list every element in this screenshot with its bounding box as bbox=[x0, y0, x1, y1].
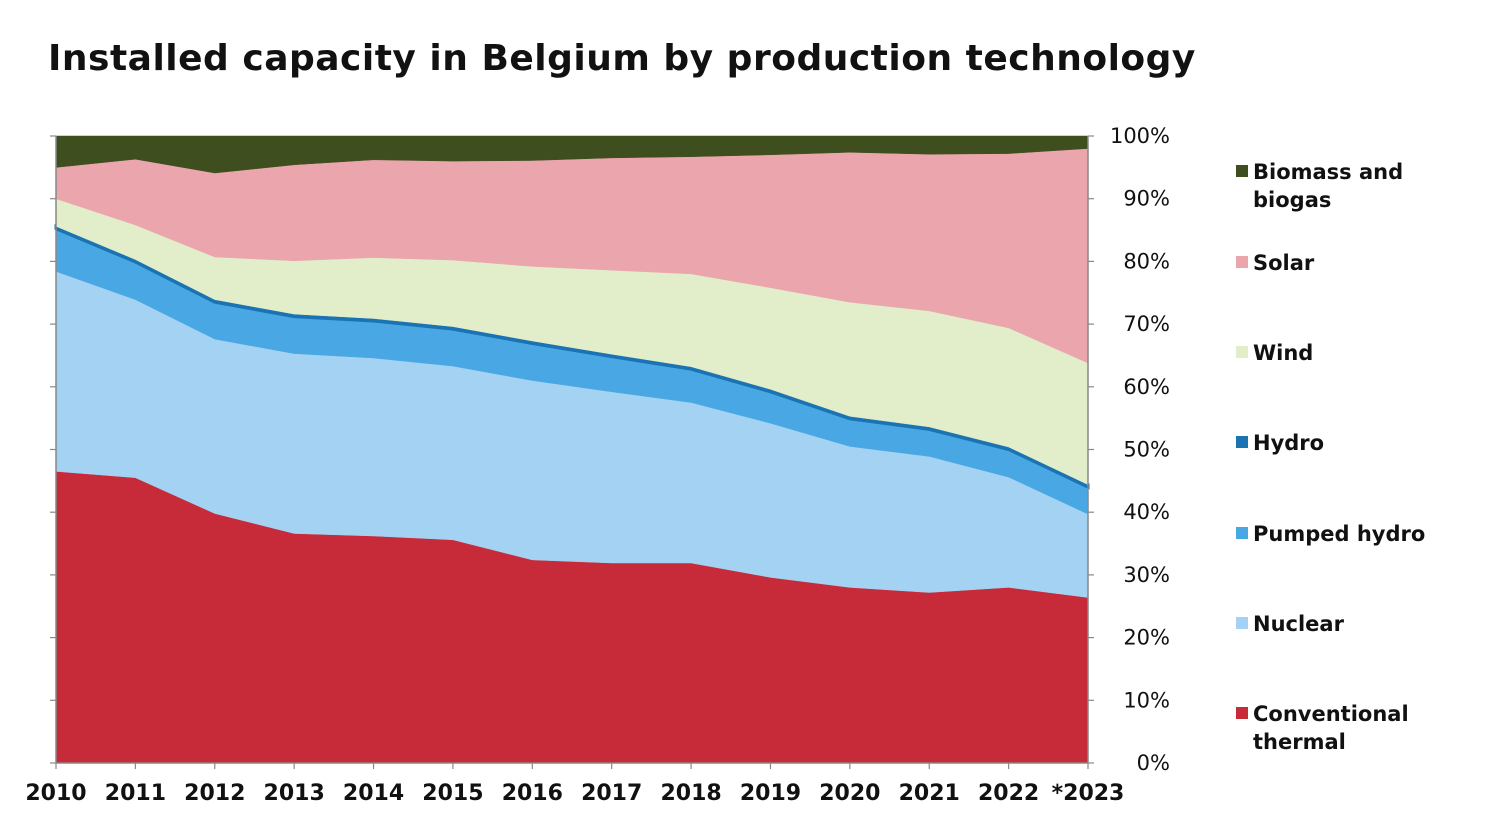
x-tick-label: 2017 bbox=[581, 781, 642, 806]
x-tick-label: 2014 bbox=[343, 781, 404, 806]
x-tick-label: 2015 bbox=[422, 781, 483, 806]
y-tick-label: 80% bbox=[1123, 249, 1170, 273]
y-tick-label: 40% bbox=[1123, 500, 1170, 524]
legend-item: Wind bbox=[1236, 339, 1486, 367]
legend-swatch bbox=[1236, 707, 1248, 719]
legend-item: Nuclear bbox=[1236, 610, 1486, 638]
legend-label: Biomass and biogas bbox=[1253, 160, 1404, 212]
legend-swatch bbox=[1236, 346, 1248, 358]
legend-label: Pumped hydro bbox=[1253, 522, 1426, 546]
legend-swatch bbox=[1236, 256, 1248, 268]
legend-swatch bbox=[1236, 165, 1248, 177]
x-tick-label: 2021 bbox=[899, 781, 960, 806]
y-tick-label: 100% bbox=[1110, 124, 1170, 148]
legend-item: Biomass and biogas bbox=[1236, 158, 1486, 214]
legend-item: Solar bbox=[1236, 249, 1486, 277]
y-tick-label: 50% bbox=[1123, 438, 1170, 462]
y-tick-label: 30% bbox=[1123, 563, 1170, 587]
legend-swatch bbox=[1236, 527, 1248, 539]
y-tick-label: 10% bbox=[1123, 688, 1170, 712]
x-axis-ticks: 2010 2011 2012 2013 2014 2015 2016 2017 2018 2019… bbox=[25, 763, 1124, 806]
x-tick-label: 2020 bbox=[819, 781, 880, 806]
legend-label: Hydro bbox=[1253, 431, 1325, 455]
x-tick-label: 2013 bbox=[264, 781, 325, 806]
legend-label: Conventional thermal bbox=[1253, 702, 1409, 754]
x-tick-label: 2022 bbox=[978, 781, 1039, 806]
area-layer bbox=[54, 135, 1090, 764]
legend-item: Hydro bbox=[1236, 429, 1486, 457]
y-tick-label: 20% bbox=[1123, 626, 1170, 650]
y-tick-label: 90% bbox=[1123, 187, 1170, 211]
legend-label: Solar bbox=[1253, 251, 1315, 275]
x-tick-label: 2011 bbox=[105, 781, 166, 806]
legend-label: Wind bbox=[1253, 341, 1314, 365]
y-axis-ticks: 0% 10% 20% 30% 40% 50% 60% 70% 80% 90% 100% bbox=[50, 124, 1170, 775]
x-tick-label: *2023 bbox=[1052, 781, 1125, 806]
y-tick-label: 0% bbox=[1137, 751, 1170, 775]
legend-label: Nuclear bbox=[1253, 612, 1344, 636]
legend-item: Conventional thermal bbox=[1236, 700, 1486, 756]
x-tick-label: 2019 bbox=[740, 781, 801, 806]
x-tick-label: 2010 bbox=[25, 781, 86, 806]
x-tick-label: 2018 bbox=[660, 781, 721, 806]
x-tick-label: 2016 bbox=[502, 781, 563, 806]
legend-swatch bbox=[1236, 617, 1248, 629]
x-tick-label: 2012 bbox=[184, 781, 245, 806]
chart-title: Installed capacity in Belgium by product… bbox=[48, 38, 1196, 79]
legend-swatch bbox=[1236, 436, 1248, 448]
legend-item: Pumped hydro bbox=[1236, 520, 1486, 548]
y-tick-label: 70% bbox=[1123, 312, 1170, 336]
y-tick-label: 60% bbox=[1123, 375, 1170, 399]
